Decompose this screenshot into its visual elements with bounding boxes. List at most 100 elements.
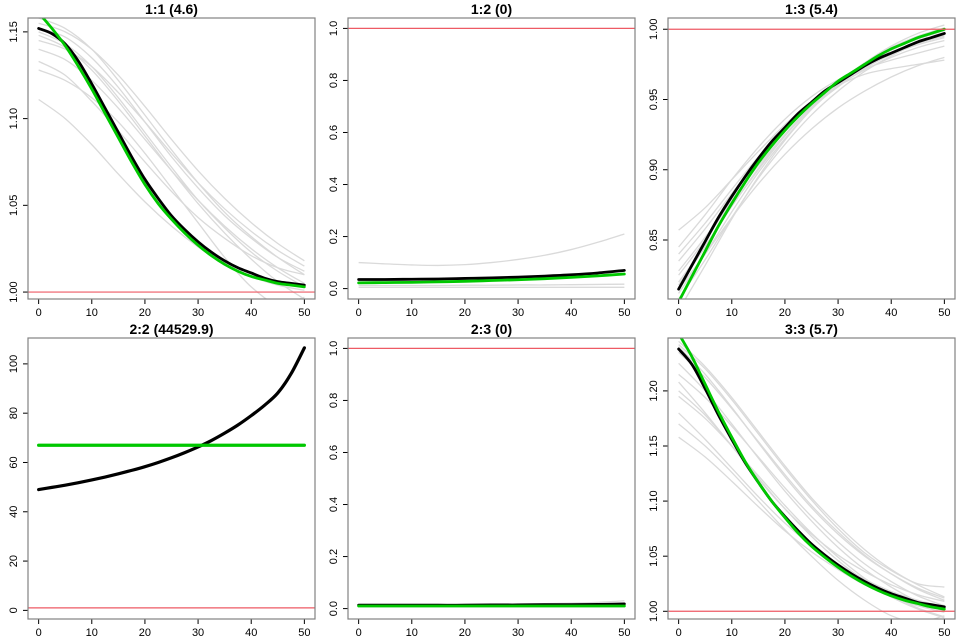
panel-2-2: 0 10 20 30 40 50 0 20 40 60 80 100 2:2 (44529.9) <box>0 320 320 640</box>
y-axis-tick-label: 1.15 <box>648 435 660 456</box>
y-axis-tick-label: 0.90 <box>648 159 660 180</box>
y-axis-tick-label: 0.6 <box>328 125 340 140</box>
panel-title: 1:3 (5.4) <box>785 1 838 17</box>
plot-box <box>347 337 636 620</box>
panel-title: 1:1 (4.6) <box>145 1 198 17</box>
plot-canvas: 0 10 20 30 40 50 0.85 0.90 0.95 1.00 <box>648 17 956 319</box>
panel-title: 2:3 (0) <box>470 321 513 337</box>
x-axis-tick-label: 50 <box>618 307 630 319</box>
plot-area-2-3: 0 10 20 30 40 50 0.0 0.2 0.4 0.6 0.8 1.0 <box>320 320 640 640</box>
x-axis-tick-label: 50 <box>938 307 950 319</box>
plot-area-1-3: 0 10 20 30 40 50 0.85 0.90 0.95 1.00 <box>640 0 960 320</box>
x-axis-tick-label: 40 <box>245 627 257 639</box>
sim-trace-path <box>678 56 945 290</box>
sim-trace-path <box>678 344 945 588</box>
y-axis-tick-label: 0.95 <box>648 89 660 110</box>
x-axis-tick-label: 40 <box>245 307 257 319</box>
x-axis-tick-label: 50 <box>618 627 630 639</box>
y-axis-tick-label: 1.0 <box>328 21 340 36</box>
mean-curve-path <box>357 268 626 281</box>
y-axis-tick-label: 100 <box>8 355 20 373</box>
y-axis-tick-label: 1.20 <box>648 380 660 401</box>
panel-1-2: 0 10 20 30 40 50 0.0 0.2 0.4 0.6 0.8 1.0 1:2 (0) <box>320 0 640 320</box>
y-axis-tick-label: 0.4 <box>328 497 340 512</box>
y-axis-tick-label: 1.0 <box>328 341 340 356</box>
sim-trace-path <box>38 34 305 299</box>
x-axis-tick-label: 40 <box>565 627 577 639</box>
x-axis-tick-label: 10 <box>406 627 418 639</box>
y-axis-tick-label: 0.85 <box>648 229 660 250</box>
panel-2-3: 0 10 20 30 40 50 0.0 0.2 0.4 0.6 0.8 1.0 2:3 (0) <box>320 320 640 640</box>
plot-box <box>347 17 636 300</box>
x-axis-tick-label: 30 <box>192 627 204 639</box>
plot-canvas: 0 10 20 30 40 50 0.0 0.2 0.4 0.6 0.8 1.0 <box>328 17 636 319</box>
x-axis-tick-label: 30 <box>512 627 524 639</box>
y-axis-tick-label: 0.2 <box>328 229 340 244</box>
plot-box <box>27 337 316 620</box>
x-axis-tick-label: 50 <box>298 307 310 319</box>
sim-trace-path <box>678 34 945 299</box>
sim-trace-path <box>678 351 945 601</box>
sim-trace-path <box>678 362 945 612</box>
y-axis-tick-label: 60 <box>8 456 20 468</box>
x-axis-tick-label: 20 <box>459 307 471 319</box>
panel-title: 2:2 (44529.9) <box>129 321 214 337</box>
sim-trace-path <box>678 373 945 607</box>
y-axis-tick-label: 0.2 <box>328 549 340 564</box>
x-axis-tick-label: 20 <box>139 307 151 319</box>
y-axis-tick-label: 1.05 <box>648 545 660 566</box>
plot-area-1-1: 0 10 20 30 40 50 1.00 1.05 1.10 1.15 <box>0 0 320 320</box>
y-axis-tick-label: 20 <box>8 555 20 567</box>
x-axis-tick-label: 30 <box>832 627 844 639</box>
y-axis-tick-label: 1.00 <box>8 281 20 302</box>
theory-curve-path <box>357 272 626 285</box>
sim-trace-path <box>38 31 305 288</box>
plot-box <box>667 17 956 300</box>
plot-area-2-2: 0 10 20 30 40 50 0 20 40 60 80 100 <box>0 320 320 640</box>
y-axis-tick-label: 1.15 <box>8 21 20 42</box>
panel-1-3: 0 10 20 30 40 50 0.85 0.90 0.95 1.00 1:3 (5.4) <box>640 0 960 320</box>
y-axis-tick-label: 0.6 <box>328 445 340 460</box>
plot-canvas: 0 10 20 30 40 50 0.0 0.2 0.4 0.6 0.8 1.0 <box>328 337 636 639</box>
sim-trace-path <box>678 39 945 255</box>
panel-title: 1:2 (0) <box>470 1 513 17</box>
y-axis-tick-label: 0.0 <box>328 601 340 616</box>
x-axis-tick-label: 10 <box>86 307 98 319</box>
plot-canvas: 0 10 20 30 40 50 1.00 1.05 1.10 1.15 1.20 <box>648 337 956 639</box>
x-axis-tick-label: 50 <box>938 627 950 639</box>
x-axis-tick-label: 0 <box>676 307 682 319</box>
y-axis-tick-label: 0.0 <box>328 281 340 296</box>
theory-curve-path <box>678 27 946 299</box>
x-axis-tick-label: 30 <box>192 307 204 319</box>
sim-trace-path <box>38 27 305 272</box>
x-axis-tick-label: 0 <box>36 627 42 639</box>
x-axis-tick-label: 30 <box>832 307 844 319</box>
sim-trace-path <box>358 233 625 267</box>
panel-1-1: 0 10 20 30 40 50 1.00 1.05 1.10 1.15 1:1 (4.6) <box>0 0 320 320</box>
theory-curve-path <box>41 18 306 289</box>
y-axis-tick-label: 80 <box>8 407 20 419</box>
plot-canvas: 0 10 20 30 40 50 1.00 1.05 1.10 1.15 <box>8 17 316 319</box>
y-axis-tick-label: 1.05 <box>8 195 20 216</box>
y-axis-tick-label: 1.10 <box>648 490 660 511</box>
x-axis-tick-label: 10 <box>86 627 98 639</box>
y-axis-tick-label: 1.00 <box>648 19 660 40</box>
x-axis-tick-label: 40 <box>885 307 897 319</box>
x-axis-tick-label: 10 <box>726 307 738 319</box>
x-axis-tick-label: 0 <box>676 627 682 639</box>
x-axis-tick-label: 0 <box>356 627 362 639</box>
plot-box <box>27 17 316 300</box>
x-axis-tick-label: 10 <box>406 307 418 319</box>
x-axis-tick-label: 0 <box>356 307 362 319</box>
y-axis-tick-label: 0.8 <box>328 393 340 408</box>
panel-3-3: 0 10 20 30 40 50 1.00 1.05 1.10 1.15 1.20 3:3 (5.7… <box>640 320 960 640</box>
x-axis-tick-label: 20 <box>779 627 791 639</box>
mean-curve-path <box>37 346 306 492</box>
x-axis-tick-label: 0 <box>36 307 42 319</box>
theory-curve-path <box>679 338 946 611</box>
x-axis-tick-label: 40 <box>885 627 897 639</box>
y-axis-tick-label: 40 <box>8 506 20 518</box>
x-axis-tick-label: 50 <box>298 627 310 639</box>
sim-trace-path <box>678 45 945 248</box>
